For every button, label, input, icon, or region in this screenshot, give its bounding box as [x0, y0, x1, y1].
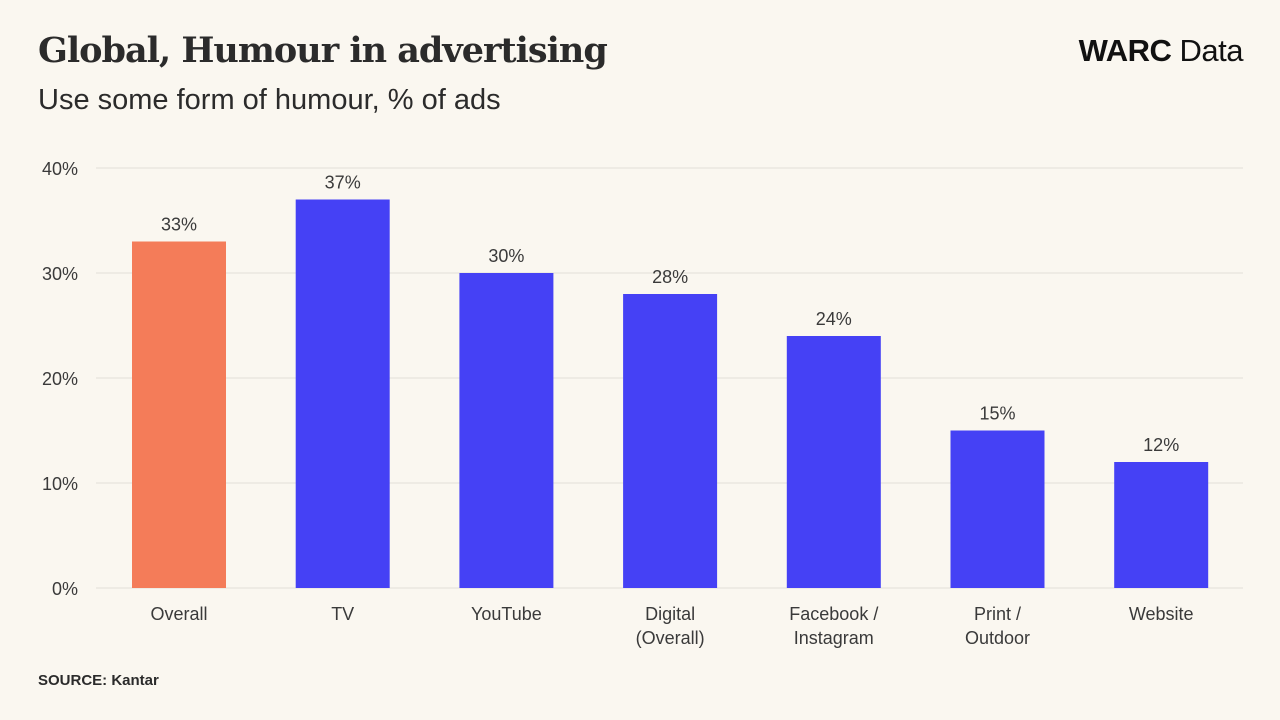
category-label: YouTube [471, 604, 542, 624]
category-label: (Overall) [636, 628, 705, 648]
category-label: Website [1129, 604, 1194, 624]
chart-title: Global, Humour in advertising [38, 30, 608, 71]
category-label: TV [331, 604, 354, 624]
value-label: 15% [979, 404, 1015, 424]
value-label: 30% [488, 246, 524, 266]
bar [132, 241, 226, 588]
category-label: Overall [150, 604, 207, 624]
category-label: Facebook / [789, 604, 878, 624]
value-label: 28% [652, 267, 688, 287]
bar [950, 430, 1045, 588]
y-tick-label: 40% [42, 159, 78, 179]
y-tick-label: 0% [52, 579, 78, 599]
source-note: SOURCE: Kantar [38, 672, 159, 689]
y-tick-label: 20% [42, 369, 78, 389]
logo-suffix: Data [1179, 33, 1244, 68]
value-label: 24% [816, 309, 852, 329]
bar [786, 336, 881, 588]
category-label: Digital [645, 604, 695, 624]
value-label: 33% [161, 215, 197, 235]
warc-data-logo: WARC Data [1078, 33, 1244, 69]
y-tick-label: 30% [42, 264, 78, 284]
bar [1114, 462, 1209, 588]
logo-brand: WARC [1078, 33, 1172, 68]
bar [623, 294, 718, 588]
chart-subtitle: Use some form of humour, % of ads [38, 84, 501, 116]
bar [459, 273, 554, 588]
value-label: 37% [325, 173, 361, 193]
y-tick-label: 10% [42, 474, 78, 494]
y-axis-ticks: 0% 10% 20% 30% 40% [42, 159, 78, 599]
category-label: Print / [974, 604, 1021, 624]
bars [132, 199, 1209, 588]
category-label: Outdoor [965, 628, 1030, 648]
bar [295, 199, 390, 588]
value-label: 12% [1143, 435, 1179, 455]
value-labels: 33% 37% 30% 28% 24% 15% 12% [161, 173, 1179, 456]
category-labels: Overall TV YouTube Digital (Overall) Facebook… [150, 604, 1193, 648]
category-label: Instagram [794, 628, 874, 648]
